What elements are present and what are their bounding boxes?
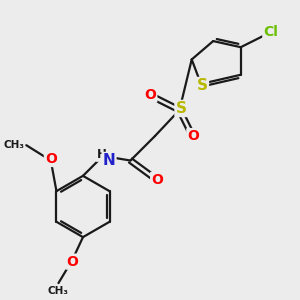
- Text: O: O: [187, 129, 199, 143]
- Text: Cl: Cl: [263, 25, 278, 39]
- Text: S: S: [197, 78, 208, 93]
- Text: N: N: [103, 153, 116, 168]
- Text: CH₃: CH₃: [48, 286, 69, 296]
- Text: O: O: [144, 88, 156, 102]
- Text: O: O: [151, 173, 163, 187]
- Text: CH₃: CH₃: [4, 140, 25, 150]
- Text: S: S: [176, 101, 187, 116]
- Text: H: H: [96, 148, 106, 161]
- Text: O: O: [66, 255, 78, 268]
- Text: O: O: [45, 152, 57, 166]
